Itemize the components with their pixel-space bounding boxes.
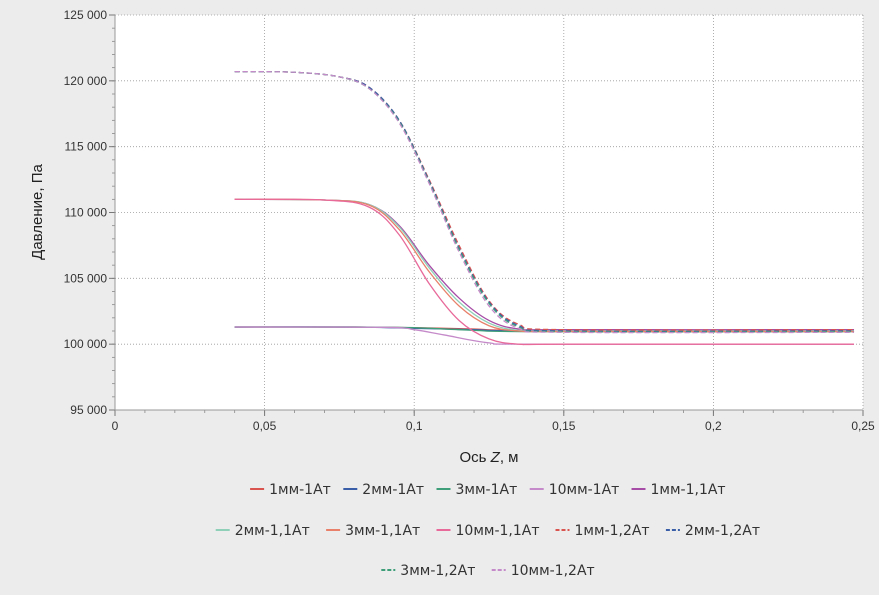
legend-label: 10мм-1,2Ат <box>511 563 595 579</box>
x-axis-title-variable: Z <box>490 449 501 466</box>
y-tick-label: 100 000 <box>64 337 108 351</box>
x-tick-label: 0,1 <box>406 419 423 433</box>
x-axis-title-prefix: Ось <box>460 449 491 466</box>
y-tick-label: 120 000 <box>64 74 108 88</box>
legend-label: 2мм-1,1Ат <box>235 523 310 539</box>
y-axis-title: Давление, Па <box>29 164 46 260</box>
y-tick-label: 115 000 <box>65 140 108 154</box>
legend-label: 10мм-1,1Ат <box>456 523 540 539</box>
legend-label: 3мм-1,1Ат <box>345 523 420 539</box>
x-tick-label: 0 <box>112 419 119 433</box>
y-tick-label: 110 000 <box>65 206 108 220</box>
y-tick-label: 95 000 <box>70 403 107 417</box>
legend-label: 2мм-1Ат <box>362 482 424 498</box>
y-tick-label: 105 000 <box>64 271 108 285</box>
legend: 1мм-1Ат 2мм-1Ат 3мм-1Ат 10мм-1Ат 1мм-1,1Ат 2м… <box>215 482 760 579</box>
x-tick-label: 0,15 <box>552 419 576 433</box>
series-line-7 <box>234 198 855 346</box>
legend-label: 10мм-1Ат <box>549 482 620 498</box>
series-lines <box>234 70 855 346</box>
legend-label: 3мм-1Ат <box>456 482 518 498</box>
series-line-11 <box>234 70 855 334</box>
x-tick-label: 0,2 <box>705 419 722 433</box>
x-tick-label: 0,25 <box>851 419 875 433</box>
y-tick-label: 125 000 <box>64 8 108 22</box>
x-tick-label: 0,05 <box>253 419 277 433</box>
x-axis-title: Ось Z, м <box>460 449 519 466</box>
x-tick-labels: 0 0,05 0,1 0,15 0,2 0,25 <box>112 419 875 433</box>
plot-area <box>115 15 863 410</box>
legend-label: 3мм-1,2Ат <box>400 563 475 579</box>
legend-label: 1мм-1,2Ат <box>575 523 650 539</box>
legend-label: 2мм-1,2Ат <box>685 523 760 539</box>
legend-label: 1мм-1Ат <box>269 482 331 498</box>
y-tick-labels: 95 000 100 000 105 000 110 000 115 000 120 00… <box>64 8 108 417</box>
legend-label: 1мм-1,1Ат <box>651 482 726 498</box>
x-axis-title-suffix: , м <box>500 449 519 466</box>
